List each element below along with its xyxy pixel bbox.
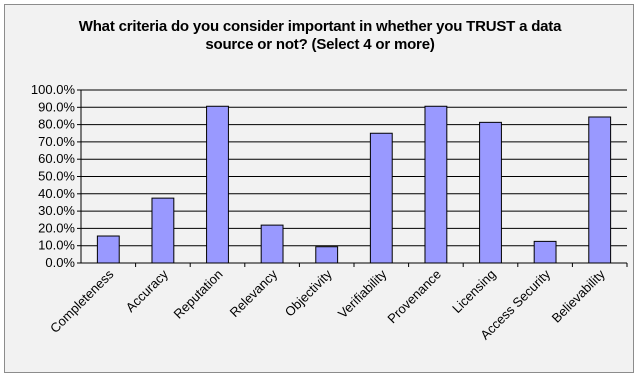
bar-relevancy [260, 224, 284, 264]
y-tick-label: 60.0% [38, 151, 75, 166]
bar-provenance [424, 105, 448, 264]
bar-reputation [206, 105, 229, 264]
bar-licensing [479, 121, 502, 264]
y-tick-label: 50.0% [38, 169, 75, 184]
y-tick-label: 0.0% [45, 255, 75, 270]
x-tick-label: Licensing [449, 267, 498, 316]
bar-verifiability [369, 132, 393, 264]
y-tick-label: 70.0% [38, 134, 75, 149]
x-tick-label: Provenance [384, 267, 444, 327]
x-tick-label: Verifiability [335, 266, 390, 321]
y-tick-label: 30.0% [38, 203, 75, 218]
chart-title: What criteria do you consider important … [0, 18, 640, 54]
chart-title-line-2: source or not? (Select 4 or more) [205, 36, 435, 53]
y-tick-label: 100.0% [31, 82, 76, 97]
bar-believability [588, 116, 612, 264]
bar-accuracy [151, 197, 175, 264]
y-tick-label: 40.0% [38, 186, 75, 201]
x-tick-label: Believability [549, 266, 608, 325]
bar-completeness [96, 235, 120, 264]
chart-title-line-1: What criteria do you consider important … [78, 18, 562, 35]
bar-objectivity [315, 246, 339, 264]
y-tick-label: 80.0% [38, 117, 75, 132]
y-tick-label: 20.0% [38, 220, 75, 235]
bar-access-security [533, 240, 557, 264]
x-tick-label: Relevancy [227, 266, 281, 320]
x-tick-label: Objectivity [282, 266, 335, 319]
y-tick-label: 90.0% [38, 99, 75, 114]
x-tick-label: Accuracy [123, 266, 172, 315]
x-tick-label: Completeness [47, 266, 117, 336]
y-tick-label: 10.0% [38, 238, 75, 253]
x-tick-label: Reputation [171, 267, 226, 322]
